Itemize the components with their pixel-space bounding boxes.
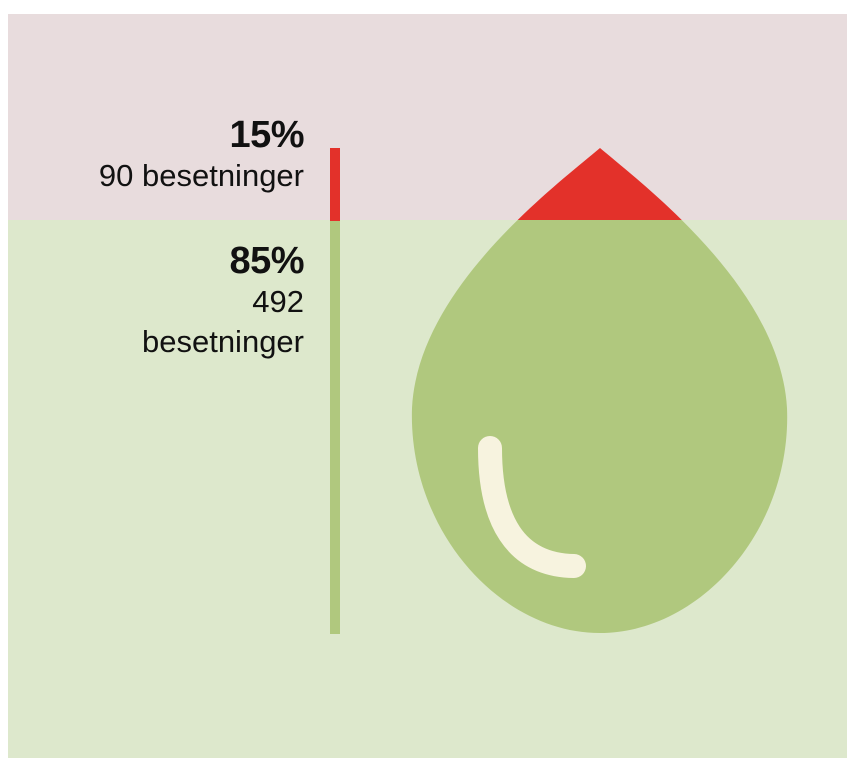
drop-minor-part: [517, 148, 682, 220]
count-label-major: 492 besetninger: [141, 284, 304, 359]
minor-share-band: [8, 14, 847, 220]
label-major: 85% 492 besetninger: [84, 240, 305, 362]
drop-highlight: [478, 436, 586, 578]
bar-segment-minor: [330, 148, 340, 221]
percent-label-major: 85%: [229, 240, 304, 282]
label-minor: 15% 90 besetninger: [98, 114, 305, 196]
drop-major-part: [411, 220, 788, 633]
percent-label-minor: 15%: [229, 114, 304, 156]
count-label-minor: 90 besetninger: [98, 158, 304, 193]
bar-segment-major: [330, 221, 340, 634]
